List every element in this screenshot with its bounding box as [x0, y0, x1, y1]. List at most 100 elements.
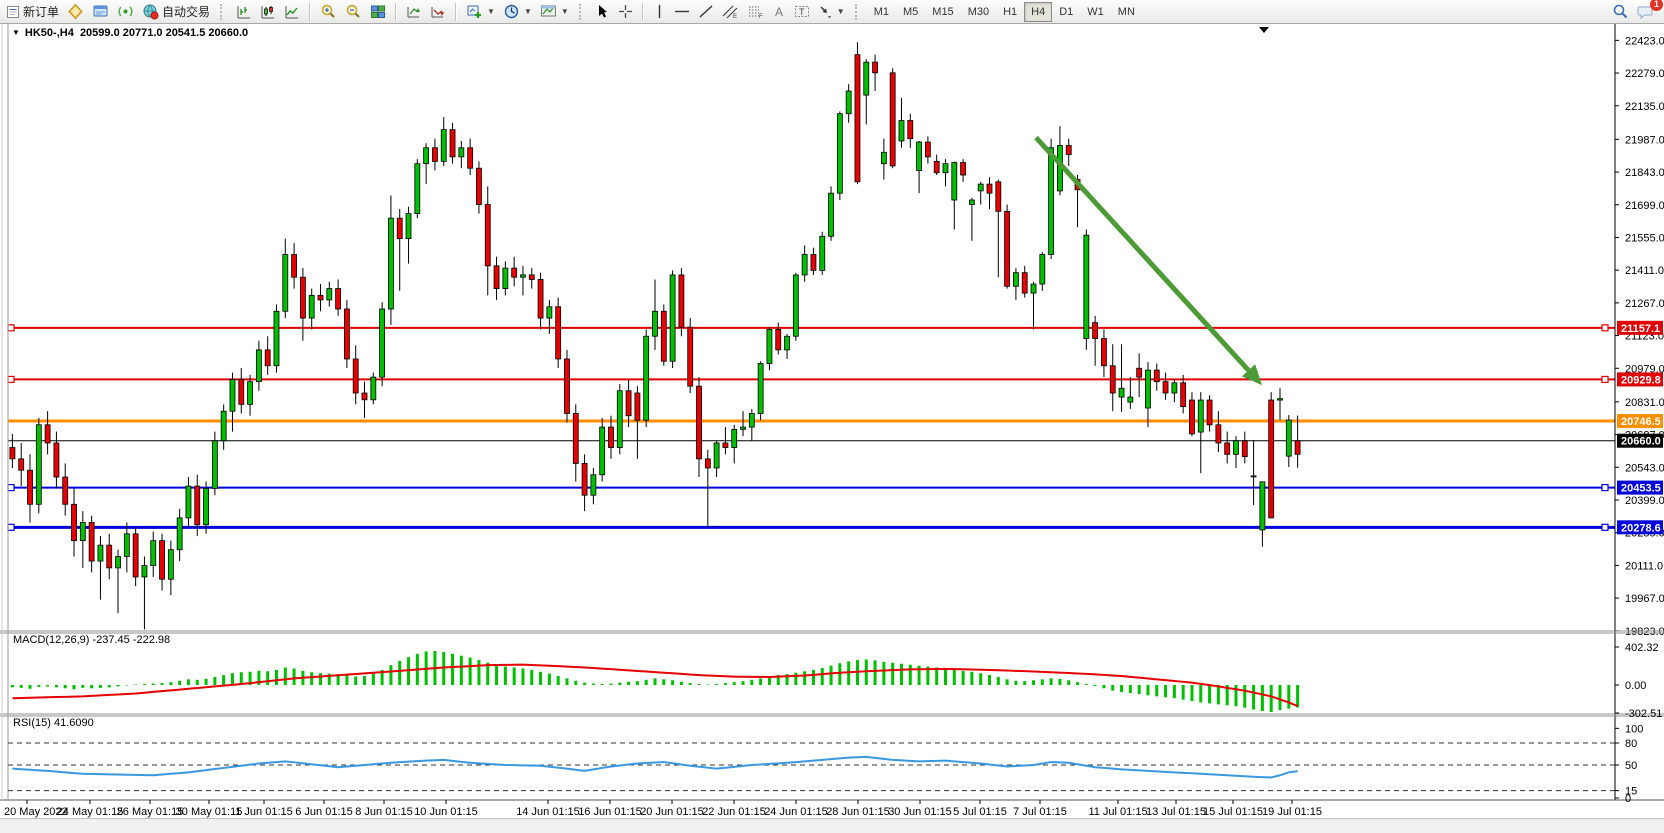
svg-text:16 Jun 01:15: 16 Jun 01:15 — [578, 806, 642, 818]
line-handle[interactable] — [7, 375, 15, 384]
svg-text:22135.0: 22135.0 — [1625, 101, 1664, 113]
pane-separators[interactable] — [0, 630, 1664, 801]
trend-arrow[interactable] — [1034, 135, 1262, 386]
new-order-button[interactable]: 新订单 — [2, 1, 63, 23]
svg-text:20111.0: 20111.0 — [1625, 560, 1663, 572]
bar-chart-button[interactable] — [232, 1, 256, 23]
svg-text:20831.0: 20831.0 — [1625, 397, 1664, 409]
line-chart-icon — [284, 4, 300, 20]
chart-shift-marker[interactable] — [1259, 27, 1269, 33]
chart-title: ▼ HK50-,H4 20599.0 20771.0 20541.5 20660.… — [12, 27, 249, 39]
new-chart-button[interactable]: ▼ — [462, 1, 499, 23]
zoom-in-icon — [320, 3, 337, 20]
svg-text:20660.0: 20660.0 — [1621, 436, 1661, 448]
macd-signal-line — [12, 663, 1298, 708]
svg-text:14 Jun 01:15: 14 Jun 01:15 — [516, 806, 580, 818]
line-handle[interactable] — [1601, 523, 1609, 531]
fibonacci-icon: F — [747, 4, 764, 19]
line-handle[interactable] — [1601, 324, 1609, 332]
timeframe-m15[interactable]: M15 — [932, 5, 954, 18]
horizontal-line-button[interactable] — [670, 1, 694, 23]
symbol-dropdown-icon[interactable]: ▼ — [12, 28, 20, 37]
period-button[interactable]: ▼ — [499, 1, 536, 23]
new-chart-icon — [466, 3, 483, 20]
svg-text:1 Jun 01:15: 1 Jun 01:15 — [235, 806, 293, 818]
candlestick-series — [9, 42, 1301, 630]
chart-area[interactable]: 22423.0 22279.0 22135.0 21987.0 21843.0 21699… — [0, 24, 1664, 833]
vertical-line-icon — [653, 4, 666, 19]
text-button[interactable]: A — [768, 1, 790, 23]
vertical-line-button[interactable] — [649, 1, 670, 23]
bar-chart-icon — [236, 4, 252, 20]
line-handle[interactable] — [1601, 375, 1609, 384]
arrows-button[interactable]: ▼ — [814, 1, 849, 23]
autotrading-icon — [142, 3, 159, 20]
search-button[interactable] — [1608, 1, 1633, 23]
navigator-button[interactable] — [113, 1, 138, 23]
line-handle[interactable] — [7, 523, 15, 531]
price-label — [1617, 520, 1663, 535]
line-handle[interactable] — [7, 483, 15, 492]
line-handle[interactable] — [7, 324, 15, 332]
cascade-charts-icon — [430, 4, 446, 20]
fibonacci-button[interactable]: F — [743, 1, 768, 23]
svg-text:13 Jul 01:15: 13 Jul 01:15 — [1146, 806, 1206, 818]
cascade-charts-button[interactable] — [426, 1, 450, 23]
crosshair-button[interactable] — [614, 1, 637, 23]
svg-text:22423.0: 22423.0 — [1625, 35, 1664, 47]
search-icon — [1612, 3, 1629, 20]
tile-windows-button[interactable] — [366, 1, 390, 23]
svg-text:402.32: 402.32 — [1625, 642, 1659, 654]
channel-button[interactable]: E — [718, 1, 743, 23]
svg-text:19 Jul 01:15: 19 Jul 01:15 — [1262, 806, 1322, 818]
line-chart-button[interactable] — [280, 1, 304, 23]
toolbar-drag-handle[interactable] — [854, 3, 862, 20]
trendline-button[interactable] — [694, 1, 718, 23]
svg-text:20 May 2022: 20 May 2022 — [4, 806, 68, 818]
autotrading-label: 自动交易 — [162, 5, 211, 19]
timeframe-m30[interactable]: M30 — [967, 5, 990, 18]
svg-text:24 Jun 01:15: 24 Jun 01:15 — [764, 806, 828, 818]
navigator-icon — [117, 3, 134, 20]
svg-text:21987.0: 21987.0 — [1625, 134, 1664, 146]
timeframe-m1[interactable]: M1 — [873, 5, 889, 18]
toolbar-drag-handle[interactable] — [220, 3, 227, 20]
market-watch-button[interactable] — [63, 1, 88, 23]
timeframe-w1[interactable]: W1 — [1087, 5, 1104, 18]
zoom-in-button[interactable] — [316, 1, 341, 23]
svg-text:11 Jul 01:15: 11 Jul 01:15 — [1088, 806, 1147, 818]
timeframe-toolbar: M1 M5 M15 M30 H1 H4 D1 W1 MN — [865, 1, 1144, 23]
new-order-icon — [6, 5, 20, 19]
zoom-out-button[interactable] — [341, 1, 366, 23]
timeframe-h1[interactable]: H1 — [1003, 5, 1018, 18]
arrange-charts-button[interactable] — [402, 1, 426, 23]
toolbar-drag-handle[interactable] — [578, 3, 586, 20]
autotrading-button[interactable]: 自动交易 — [138, 1, 214, 23]
cursor-button[interactable] — [591, 1, 614, 23]
chart-window[interactable]: 22423.0 22279.0 22135.0 21987.0 21843.0 21699… — [0, 24, 1664, 833]
template-button[interactable]: ▼ — [536, 1, 573, 23]
label-button[interactable]: T — [790, 1, 814, 23]
zoom-out-icon — [345, 3, 362, 20]
label-icon: T — [794, 4, 810, 19]
svg-text:15: 15 — [1625, 786, 1637, 798]
macd-pane: 402.32 0.00 -302.51 — [10, 642, 1662, 720]
period-icon — [503, 3, 520, 20]
timeframe-d1[interactable]: D1 — [1059, 5, 1074, 18]
candlestick-chart-button[interactable] — [256, 1, 280, 23]
timeframe-m5[interactable]: M5 — [903, 5, 919, 18]
data-window-button[interactable] — [88, 1, 113, 23]
svg-text:21267.0: 21267.0 — [1625, 298, 1664, 310]
new-order-label: 新订单 — [23, 5, 60, 19]
price-axis[interactable]: 22423.0 22279.0 22135.0 21987.0 21843.0 21699… — [1614, 24, 1664, 800]
macd-indicator-label: MACD(12,26,9) -237.45 -222.98 — [13, 634, 171, 646]
timeframe-mn[interactable]: MN — [1117, 5, 1135, 18]
svg-text:22279.0: 22279.0 — [1625, 68, 1664, 80]
horizontal-line-objects[interactable] — [8, 326, 1615, 529]
notifications-button[interactable]: 1 — [1633, 0, 1663, 23]
svg-text:19823.0: 19823.0 — [1625, 626, 1664, 638]
line-handle[interactable] — [1601, 483, 1609, 492]
timeframe-h4[interactable]: H4 — [1024, 1, 1053, 22]
svg-text:E: E — [733, 14, 737, 19]
